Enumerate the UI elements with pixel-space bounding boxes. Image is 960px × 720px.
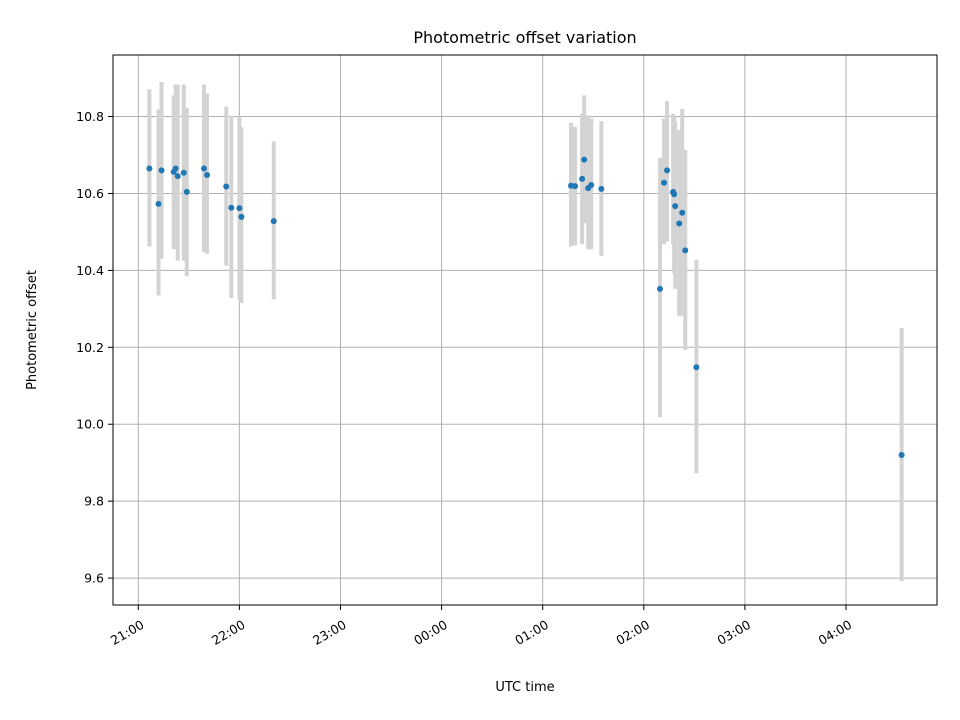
data-point [656,285,663,292]
y-tick-label: 10.6 [76,186,104,201]
data-point [223,183,230,190]
data-point [172,165,179,172]
plot-frame [112,54,938,606]
data-point [672,203,679,210]
data-point [671,191,678,198]
y-tick-label: 10.0 [76,417,104,432]
x-tick-label: 21:00 [108,617,147,648]
y-tick-label: 10.4 [76,263,104,278]
x-tick-label: 23:00 [310,617,349,648]
data-point [180,169,187,176]
data-point [270,218,277,225]
data-point [158,167,165,174]
data-point [238,213,245,220]
data-point [898,452,905,458]
x-tick-label: 04:00 [816,617,855,648]
x-tick-label: 01:00 [512,617,551,648]
data-point [693,364,700,371]
grid-lines [113,55,937,605]
x-tick-label: 22:00 [209,617,248,648]
data-point [581,156,588,163]
data-point [183,188,190,195]
data-point [682,247,689,254]
y-tick-label: 9.6 [84,571,104,586]
x-tick-label: 03:00 [714,617,753,648]
data-point [664,167,671,174]
y-tick-label: 10.8 [76,109,104,124]
data-point [236,205,243,212]
y-tick-label: 10.2 [76,340,104,355]
x-tick-label: 00:00 [411,617,450,648]
data-point [679,209,686,216]
data-point [676,220,683,227]
data-points [146,156,905,458]
data-point [228,204,235,211]
data-point [661,179,668,186]
data-point [174,173,181,180]
data-point [579,175,586,182]
y-axis-label: Photometric offset [25,270,40,390]
y-axis-ticks: 9.6 9.8 10.0 10.2 10.4 10.6 10.8 [76,109,113,586]
x-axis-label: UTC time [495,680,554,695]
data-point [146,165,153,172]
x-axis-ticks: 21:00 22:00 23:00 00:00 01:00 02:00 03:00 04:00 [108,605,854,648]
data-point [155,200,162,207]
data-point [204,172,211,178]
data-point [598,185,605,192]
x-tick-label: 02:00 [613,617,652,648]
plot-area [113,55,937,605]
data-point [588,182,595,188]
data-point [200,165,207,172]
chart-title: Photometric offset variation [413,28,636,47]
y-tick-label: 9.8 [84,494,104,509]
data-point [572,183,579,190]
